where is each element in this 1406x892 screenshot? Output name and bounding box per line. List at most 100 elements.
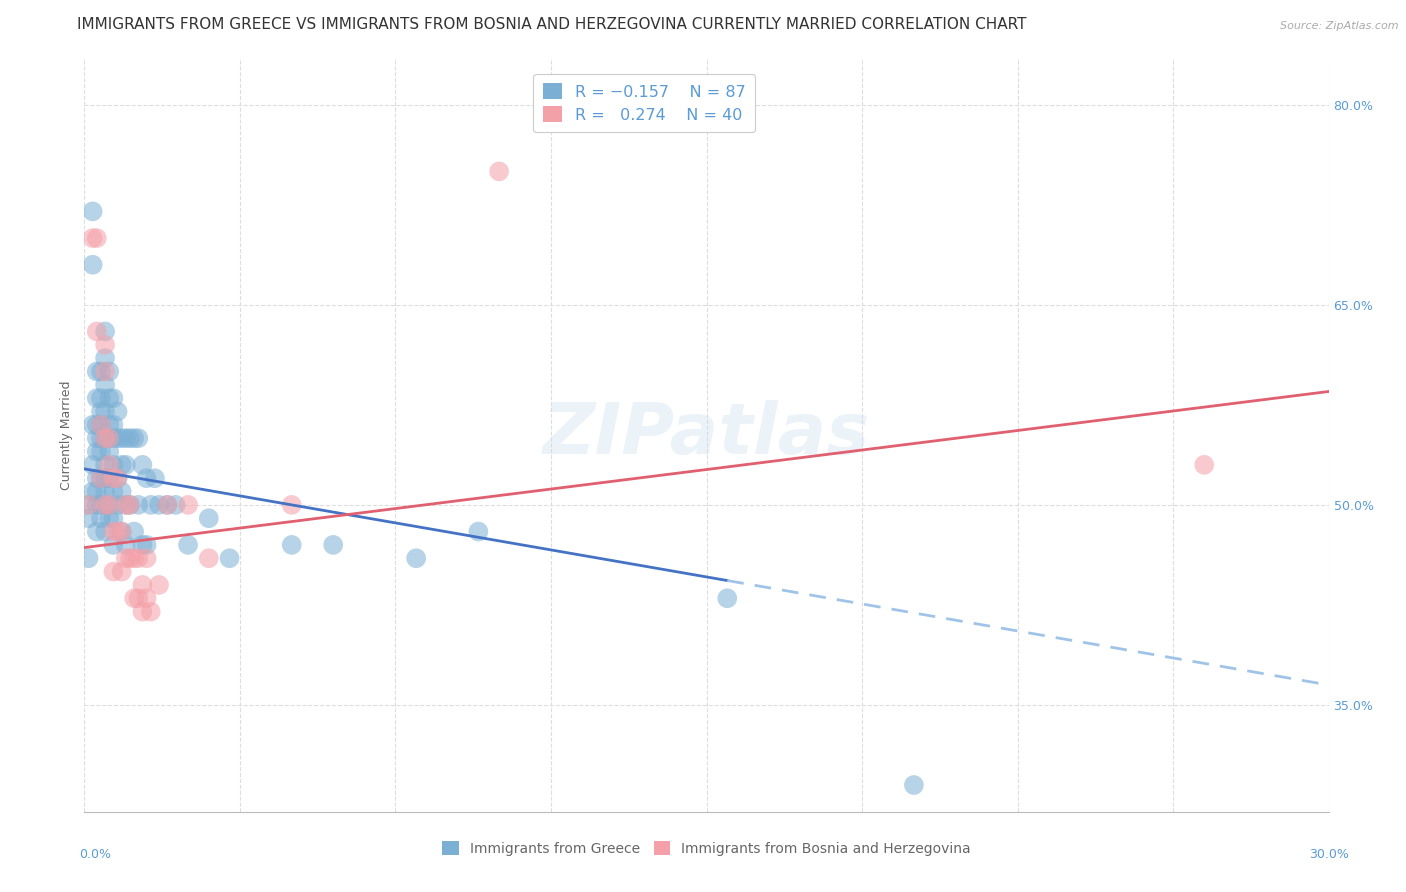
Point (82, 417, 104, 432)
Point (90, 364, 112, 378)
Point (98, 471, 121, 485)
Point (86, 417, 108, 432)
Point (118, 431, 141, 445)
Point (118, 551, 141, 566)
Point (115, 498, 138, 512)
Point (111, 565, 134, 579)
Point (488, 164, 510, 178)
Point (127, 591, 149, 606)
Point (90, 444, 112, 458)
Point (127, 551, 149, 566)
Point (107, 431, 129, 445)
Point (94, 484, 117, 499)
Point (135, 551, 157, 566)
Point (122, 524, 145, 539)
Point (115, 538, 138, 552)
Point (218, 551, 240, 566)
Point (94, 431, 117, 445)
Point (115, 458, 138, 472)
Point (111, 484, 134, 499)
Point (103, 417, 125, 432)
Point (103, 484, 125, 499)
Point (86, 498, 108, 512)
Point (86, 231, 108, 245)
Point (94, 351, 117, 366)
Point (103, 524, 125, 539)
Point (86, 325, 108, 339)
Y-axis label: Currently Married: Currently Married (60, 380, 73, 490)
Point (94, 458, 117, 472)
Point (94, 325, 117, 339)
Point (127, 498, 149, 512)
Point (103, 458, 125, 472)
Point (118, 498, 141, 512)
Point (82, 258, 104, 272)
Point (98, 498, 121, 512)
Point (98, 431, 121, 445)
Point (111, 524, 134, 539)
Point (281, 498, 304, 512)
Point (165, 498, 187, 512)
Point (103, 538, 125, 552)
Point (98, 417, 121, 432)
Point (90, 431, 112, 445)
Text: 30.0%: 30.0% (1309, 848, 1348, 861)
Point (148, 578, 170, 592)
Point (103, 565, 125, 579)
Point (111, 431, 134, 445)
Point (122, 591, 145, 606)
Point (94, 364, 117, 378)
Point (467, 524, 489, 539)
Point (1194, 458, 1216, 472)
Point (90, 511, 112, 525)
Point (94, 498, 117, 512)
Legend: Immigrants from Greece, Immigrants from Bosnia and Herzegovina: Immigrants from Greece, Immigrants from … (436, 836, 977, 862)
Point (122, 551, 145, 566)
Point (197, 511, 219, 525)
Point (131, 538, 153, 552)
Point (281, 538, 304, 552)
Point (177, 538, 200, 552)
Point (82, 204, 104, 219)
Point (111, 458, 134, 472)
Text: Source: ZipAtlas.com: Source: ZipAtlas.com (1281, 21, 1399, 31)
Point (86, 524, 108, 539)
Point (131, 605, 153, 619)
Point (156, 498, 179, 512)
Text: IMMIGRANTS FROM GREECE VS IMMIGRANTS FROM BOSNIA AND HERZEGOVINA CURRENTLY MARRI: IMMIGRANTS FROM GREECE VS IMMIGRANTS FRO… (77, 18, 1026, 32)
Point (98, 391, 121, 405)
Point (86, 431, 108, 445)
Point (90, 417, 112, 432)
Point (115, 431, 138, 445)
Point (107, 498, 129, 512)
Point (135, 538, 157, 552)
Point (94, 431, 117, 445)
Point (716, 591, 738, 606)
Point (86, 471, 108, 485)
Point (94, 377, 117, 392)
Point (98, 364, 121, 378)
Point (98, 511, 121, 525)
Point (90, 404, 112, 418)
Point (94, 338, 117, 352)
Point (135, 591, 157, 606)
Point (103, 511, 125, 525)
Point (122, 431, 145, 445)
Point (90, 498, 112, 512)
Point (115, 498, 138, 512)
Point (177, 498, 200, 512)
Point (135, 471, 157, 485)
Point (77, 551, 100, 566)
Point (322, 538, 344, 552)
Point (77, 511, 100, 525)
Point (94, 524, 117, 539)
Point (90, 391, 112, 405)
Point (139, 498, 162, 512)
Point (115, 551, 138, 566)
Point (107, 471, 129, 485)
Point (107, 404, 129, 418)
Point (107, 524, 129, 539)
Point (131, 578, 153, 592)
Point (405, 551, 427, 566)
Point (86, 484, 108, 499)
